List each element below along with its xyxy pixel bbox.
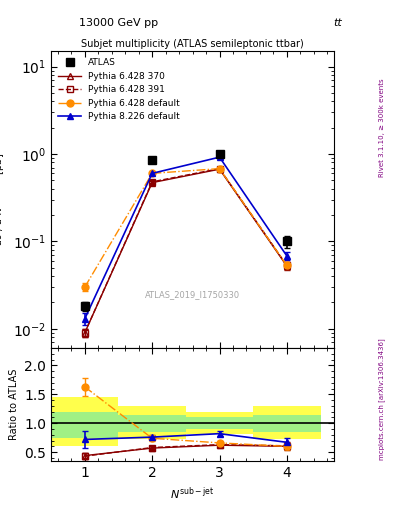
Legend: ATLAS, Pythia 6.428 370, Pythia 6.428 391, Pythia 6.428 default, Pythia 8.226 de: ATLAS, Pythia 6.428 370, Pythia 6.428 39…	[55, 56, 183, 124]
Text: ATLAS_2019_I1750330: ATLAS_2019_I1750330	[145, 290, 240, 299]
X-axis label: $N^{\mathrm{sub-jet}}$: $N^{\mathrm{sub-jet}}$	[170, 485, 215, 502]
Text: 13000 GeV pp: 13000 GeV pp	[79, 18, 158, 28]
Text: Rivet 3.1.10, ≥ 300k events: Rivet 3.1.10, ≥ 300k events	[379, 79, 385, 177]
Text: mcplots.cern.ch [arXiv:1306.3436]: mcplots.cern.ch [arXiv:1306.3436]	[378, 338, 385, 460]
Title: Subjet multiplicity (ATLAS semileptonic ttbar): Subjet multiplicity (ATLAS semileptonic …	[81, 39, 304, 49]
Text: tt: tt	[333, 18, 342, 28]
Y-axis label: $d\sigma$ / $d$ $N^{\mathrm{sub-jet}}$ [pb]: $d\sigma$ / $d$ $N^{\mathrm{sub-jet}}$ […	[0, 153, 7, 246]
Y-axis label: Ratio to ATLAS: Ratio to ATLAS	[9, 369, 19, 440]
